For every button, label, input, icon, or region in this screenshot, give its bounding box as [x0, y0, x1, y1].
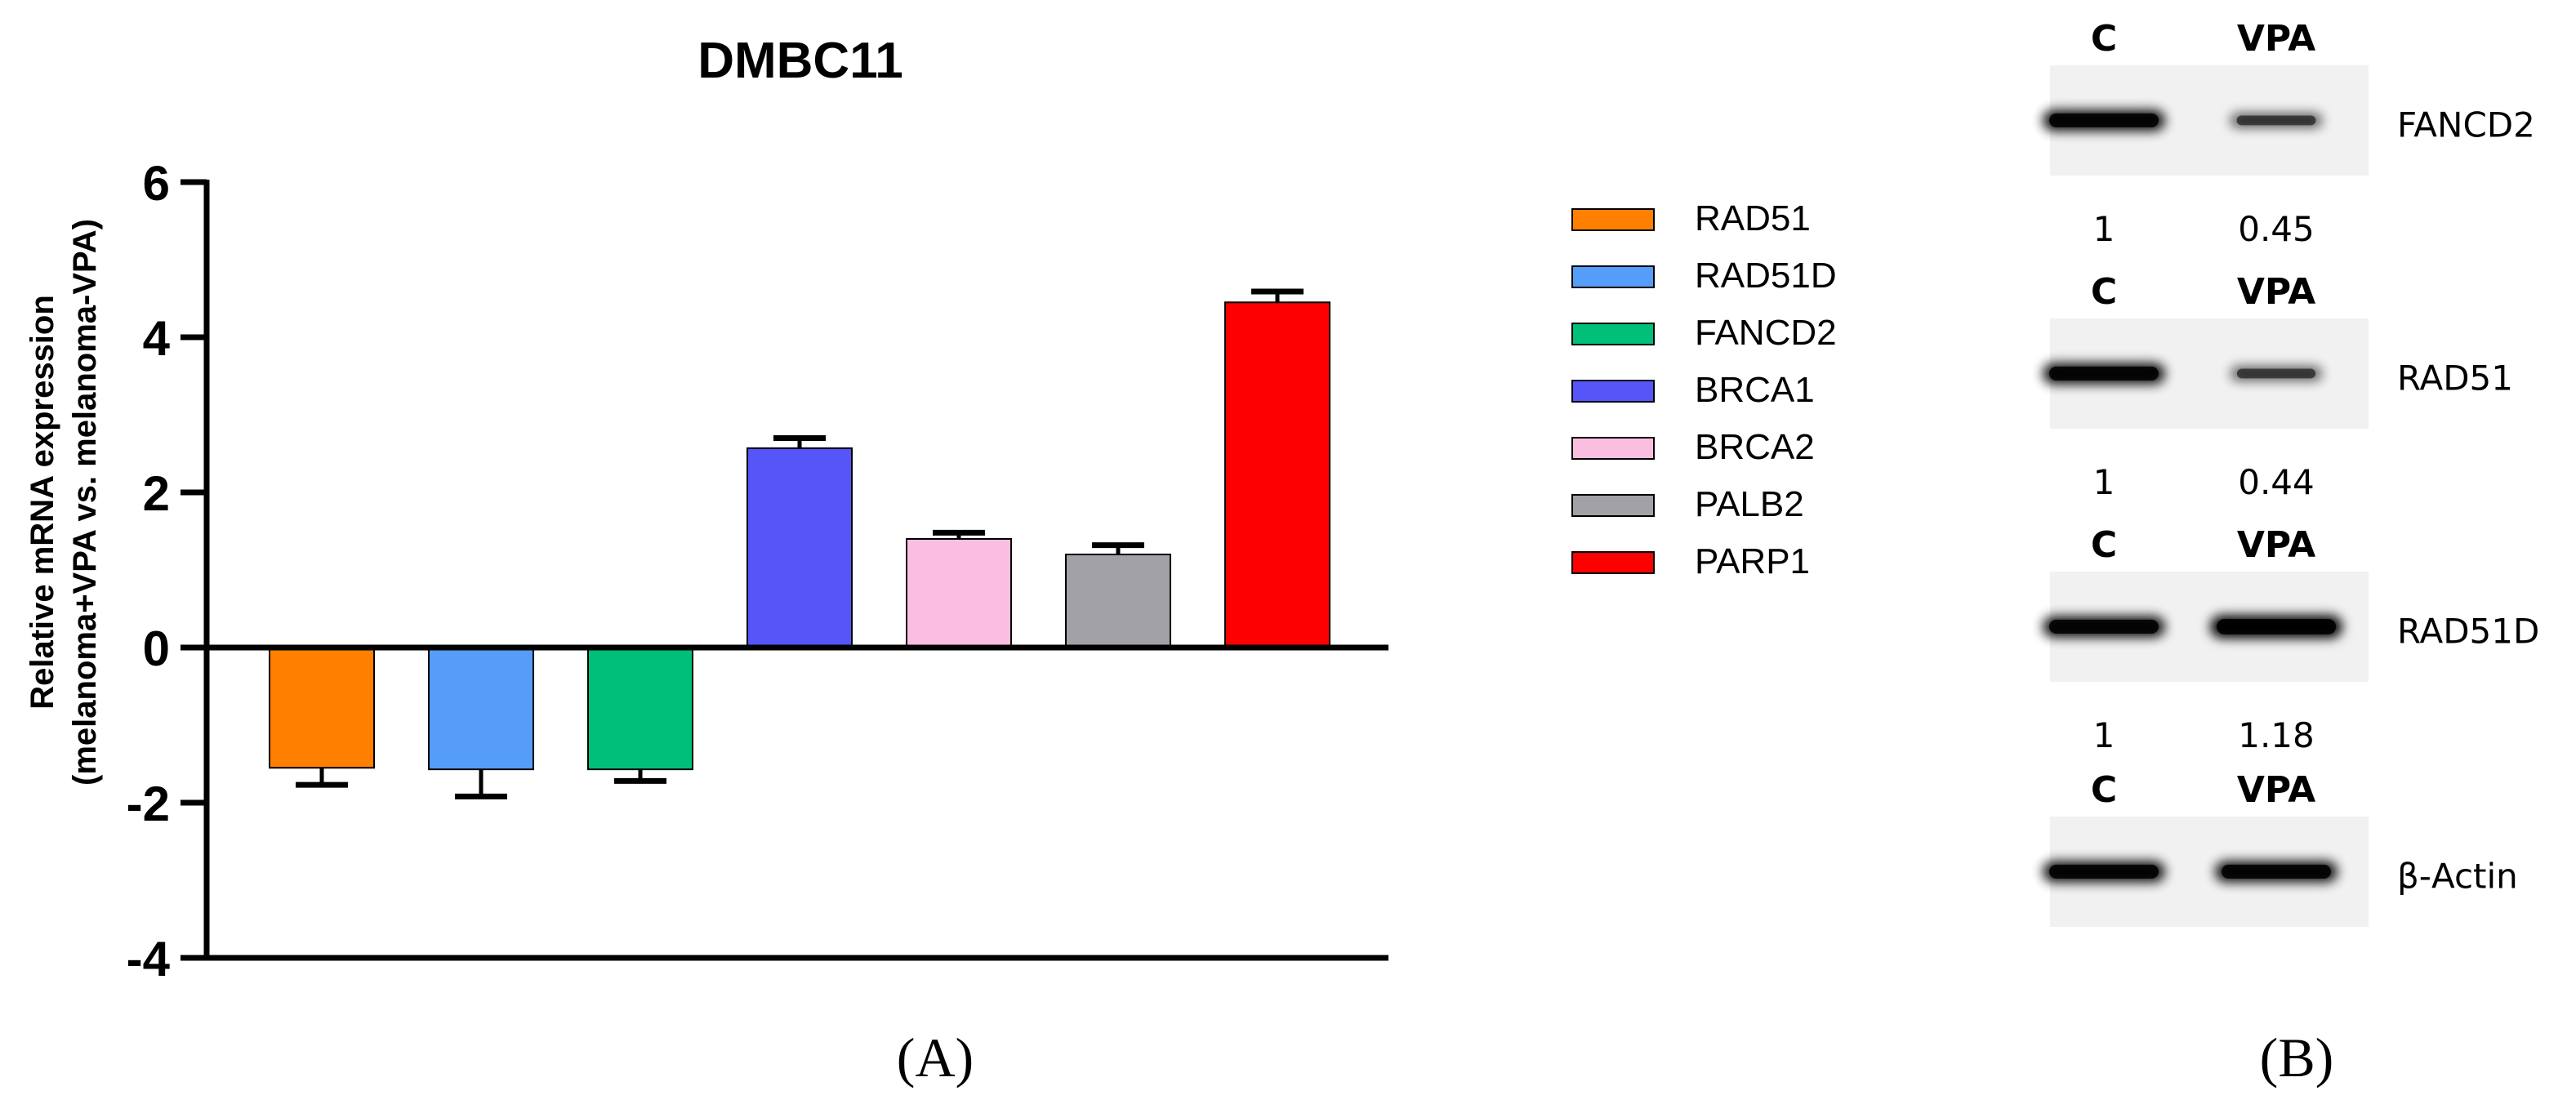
legend-label-palb2: PALB2 [1695, 484, 1804, 524]
bar-rad51 [269, 647, 375, 769]
y-axis-label-line2: (melanoma+VPA vs. melanoma-VPA) [67, 219, 103, 786]
band-c-core [2049, 366, 2159, 381]
protein-label: β-Actin [2397, 857, 2518, 897]
lane-header-vpa: VPA [2237, 271, 2315, 313]
lane-header-vpa: VPA [2237, 18, 2315, 60]
band-vpa-core [2236, 368, 2316, 379]
y-tick-label: -4 [127, 932, 171, 986]
y-axis-label: Relative mRNA expression [25, 295, 60, 710]
y-axis-label-line1: Relative mRNA expression [25, 295, 60, 710]
ratio-vpa: 0.44 [2238, 462, 2315, 502]
chart-title: DMBC11 [697, 33, 903, 89]
band-c-core [2049, 619, 2159, 634]
ratio-c: 1 [2093, 462, 2115, 502]
bar-parp1 [1224, 301, 1330, 648]
lane-header-vpa: VPA [2237, 524, 2315, 566]
bar-chart-panel: DMBC11 Relative mRNA expression (melanom… [25, 33, 1837, 1089]
lane-header-c: C [2091, 18, 2117, 60]
y-axis-ticks: 6 4 2 0 -2 -4 [127, 156, 207, 986]
bar-fancd2 [587, 647, 693, 771]
ratio-c: 1 [2093, 209, 2115, 249]
bars [269, 288, 1330, 799]
legend: RAD51 RAD51D FANCD2 BRCA1 BRCA2 PALB2 PARP1 [1571, 198, 1837, 581]
band-vpa-core [2216, 618, 2337, 634]
axes [203, 180, 1388, 961]
blot-block-fancd2: C VPA FANCD2 1 0.45 [2043, 18, 2535, 249]
panel-label-a: (A) [897, 1026, 974, 1089]
legend-label-parp1: PARP1 [1695, 541, 1810, 581]
band-c-core [2049, 113, 2159, 127]
western-blot-panel: C VPA FANCD2 1 0.45 C VPA RAD51 1 0.44 C VPA RAD51D 1… [2043, 18, 2539, 927]
panel-label-b: (B) [2260, 1026, 2334, 1089]
bar-brca2 [906, 538, 1012, 648]
ratio-c: 1 [2093, 715, 2115, 755]
ratio-vpa: 0.45 [2238, 209, 2315, 249]
lane-header-vpa: VPA [2237, 769, 2315, 811]
lane-header-c: C [2091, 769, 2117, 811]
band-vpa-core [2236, 115, 2316, 126]
legend-label-brca1: BRCA1 [1695, 370, 1815, 410]
lane-header-c: C [2091, 524, 2117, 566]
blot-block-rad51d: C VPA RAD51D 1 1.18 [2043, 524, 2539, 755]
legend-swatch-rad51d [1571, 265, 1655, 288]
y-tick-label: 2 [143, 466, 170, 521]
legend-swatch-rad51 [1571, 208, 1655, 231]
legend-swatch-brca2 [1571, 437, 1655, 460]
protein-label: RAD51 [2397, 358, 2513, 398]
blot-block-rad51: C VPA RAD51 1 0.44 [2043, 271, 2513, 502]
legend-swatch-brca1 [1571, 380, 1655, 403]
legend-label-fancd2: FANCD2 [1695, 313, 1837, 353]
bar-palb2 [1065, 554, 1171, 648]
lane-header-c: C [2091, 271, 2117, 313]
y-tick-label: 6 [143, 156, 170, 211]
legend-swatch-fancd2 [1571, 323, 1655, 345]
y-tick-label: 0 [143, 621, 170, 676]
bar-rad51d [428, 647, 534, 771]
ratio-vpa: 1.18 [2238, 715, 2315, 755]
band-vpa-core [2222, 864, 2331, 879]
legend-swatch-palb2 [1571, 494, 1655, 517]
legend-label-rad51: RAD51 [1695, 198, 1811, 238]
protein-label: RAD51D [2397, 612, 2539, 652]
blot-block-actin: C VPA β-Actin [2043, 769, 2518, 927]
y-tick-label: 4 [143, 311, 171, 366]
legend-label-rad51d: RAD51D [1695, 256, 1837, 296]
y-tick-label: -2 [127, 777, 170, 831]
legend-swatch-parp1 [1571, 551, 1655, 574]
protein-label: FANCD2 [2397, 105, 2535, 145]
band-c-core [2049, 864, 2159, 879]
legend-label-brca2: BRCA2 [1695, 427, 1815, 467]
bar-brca1 [747, 447, 853, 648]
